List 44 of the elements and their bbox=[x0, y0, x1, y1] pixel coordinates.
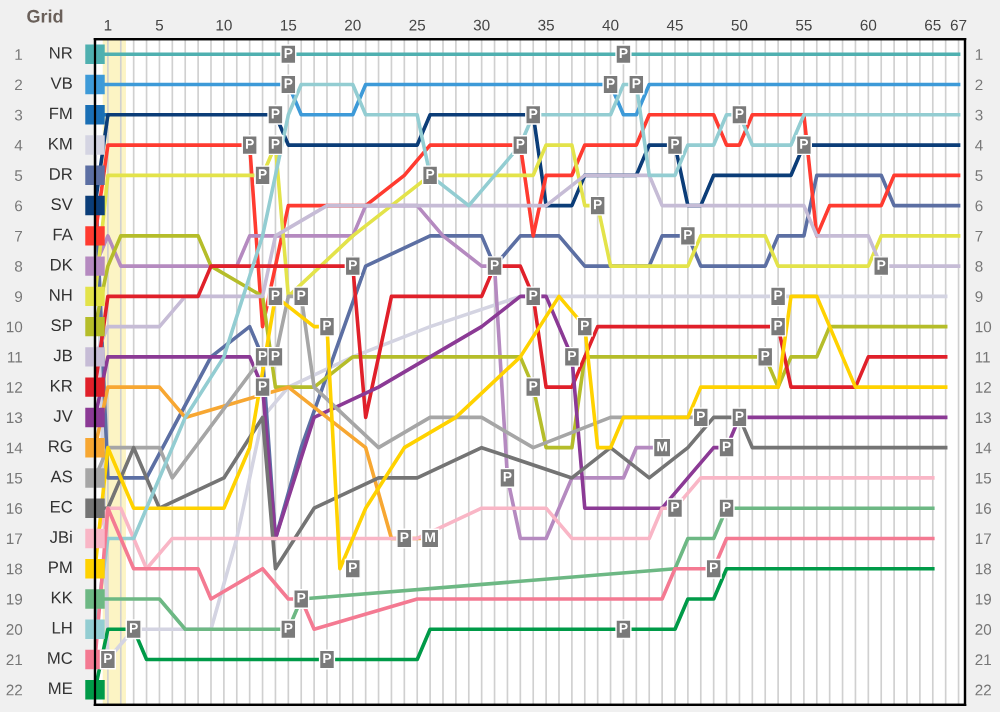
series-label: KM bbox=[49, 137, 72, 150]
point bbox=[85, 468, 105, 488]
series-label: VB bbox=[50, 77, 72, 89]
series-label: JB bbox=[53, 349, 72, 362]
point bbox=[85, 437, 105, 458]
series-label: DR bbox=[50, 168, 72, 180]
series-label: FA bbox=[53, 228, 73, 241]
point bbox=[85, 558, 105, 579]
point bbox=[85, 44, 105, 65]
point bbox=[85, 286, 105, 307]
series-label: FM bbox=[50, 107, 72, 120]
series-label: NH bbox=[50, 289, 72, 301]
series-label: SP bbox=[51, 319, 72, 332]
series-label: MC bbox=[48, 652, 73, 664]
point bbox=[85, 105, 105, 125]
series-label: JV bbox=[53, 410, 73, 422]
point bbox=[85, 619, 105, 639]
series-label: RG bbox=[49, 440, 72, 453]
point bbox=[85, 135, 105, 155]
point bbox=[85, 316, 105, 337]
point bbox=[85, 165, 105, 186]
point bbox=[85, 347, 105, 367]
point bbox=[85, 195, 105, 216]
series-label: KK bbox=[51, 591, 73, 604]
text: Grid bbox=[27, 9, 63, 23]
series-label: JBi bbox=[49, 530, 72, 543]
point bbox=[85, 226, 105, 246]
series-label: SV bbox=[51, 198, 73, 211]
point bbox=[85, 589, 105, 609]
series-label: PM bbox=[49, 561, 72, 574]
point bbox=[85, 74, 105, 95]
point bbox=[85, 377, 105, 397]
point bbox=[85, 498, 105, 518]
point bbox=[85, 680, 105, 700]
series-label: KR bbox=[50, 379, 72, 392]
series-label: DK bbox=[50, 258, 73, 271]
point bbox=[85, 528, 105, 549]
point bbox=[85, 407, 105, 428]
series-label: NR bbox=[50, 47, 72, 59]
point bbox=[85, 256, 105, 276]
series-label: LH bbox=[52, 622, 72, 634]
series-label: EC bbox=[50, 500, 73, 513]
series-label: ME bbox=[49, 682, 73, 695]
series-label: AS bbox=[50, 470, 73, 483]
